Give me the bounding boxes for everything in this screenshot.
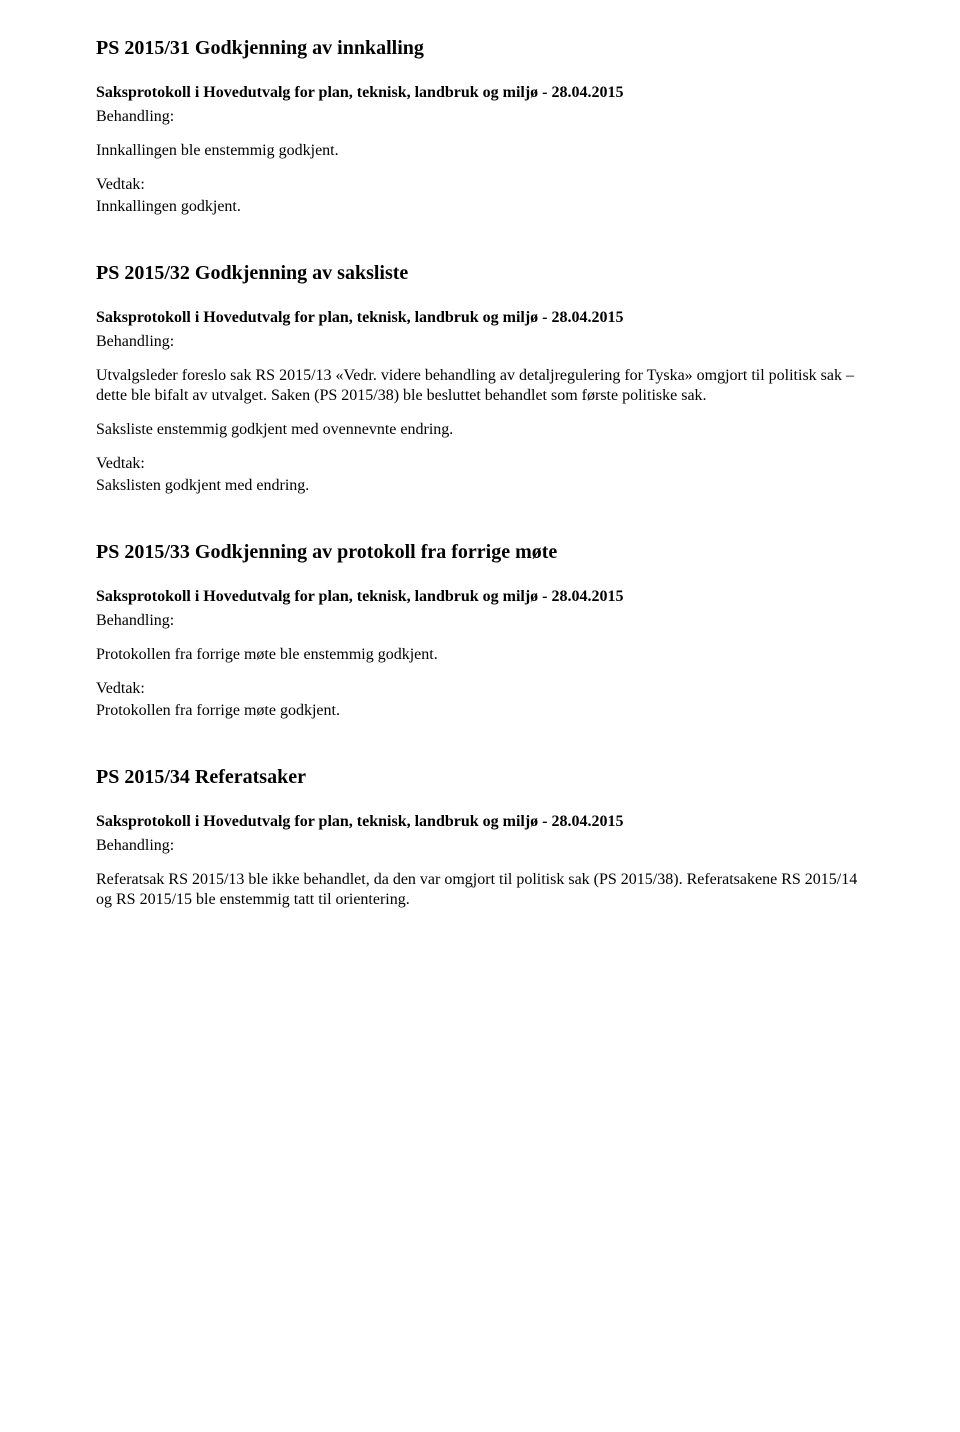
- case-section: PS 2015/34 Referatsaker Saksprotokoll i …: [96, 765, 864, 910]
- behandling-label: Behandling:: [96, 332, 864, 352]
- behandling-text: Saksliste enstemmig godkjent med ovennev…: [96, 420, 864, 440]
- vedtak-text: Sakslisten godkjent med endring.: [96, 476, 864, 496]
- behandling-text: Innkallingen ble enstemmig godkjent.: [96, 141, 864, 161]
- behandling-label: Behandling:: [96, 611, 864, 631]
- case-heading: PS 2015/31 Godkjenning av innkalling: [96, 36, 864, 61]
- vedtak-label: Vedtak:: [96, 454, 864, 474]
- case-heading: PS 2015/33 Godkjenning av protokoll fra …: [96, 540, 864, 565]
- vedtak-text: Innkallingen godkjent.: [96, 197, 864, 217]
- behandling-text: Utvalgsleder foreslo sak RS 2015/13 «Ved…: [96, 366, 864, 406]
- vedtak-label: Vedtak:: [96, 679, 864, 699]
- case-section: PS 2015/32 Godkjenning av saksliste Saks…: [96, 261, 864, 496]
- protocol-line: Saksprotokoll i Hovedutvalg for plan, te…: [96, 308, 864, 328]
- behandling-label: Behandling:: [96, 836, 864, 856]
- vedtak-label: Vedtak:: [96, 175, 864, 195]
- case-section: PS 2015/33 Godkjenning av protokoll fra …: [96, 540, 864, 721]
- behandling-text: Protokollen fra forrige møte ble enstemm…: [96, 645, 864, 665]
- protocol-line: Saksprotokoll i Hovedutvalg for plan, te…: [96, 587, 864, 607]
- vedtak-text: Protokollen fra forrige møte godkjent.: [96, 701, 864, 721]
- behandling-text: Referatsak RS 2015/13 ble ikke behandlet…: [96, 870, 864, 910]
- case-heading: PS 2015/34 Referatsaker: [96, 765, 864, 790]
- case-section: PS 2015/31 Godkjenning av innkalling Sak…: [96, 36, 864, 217]
- case-heading: PS 2015/32 Godkjenning av saksliste: [96, 261, 864, 286]
- behandling-label: Behandling:: [96, 107, 864, 127]
- protocol-line: Saksprotokoll i Hovedutvalg for plan, te…: [96, 83, 864, 103]
- protocol-line: Saksprotokoll i Hovedutvalg for plan, te…: [96, 812, 864, 832]
